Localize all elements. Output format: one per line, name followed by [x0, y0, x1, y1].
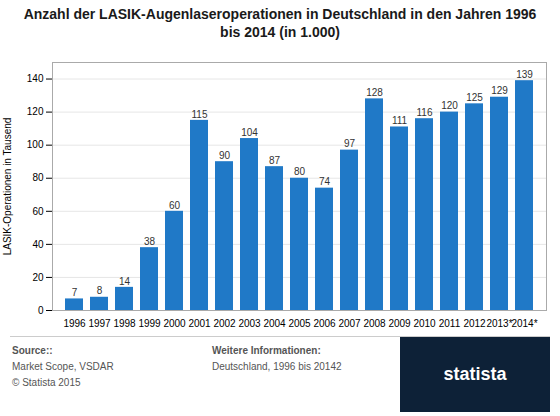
- svg-text:1996: 1996: [63, 318, 86, 329]
- svg-text:2006: 2006: [313, 318, 336, 329]
- svg-text:2008: 2008: [363, 318, 386, 329]
- svg-text:125: 125: [466, 92, 483, 103]
- html-text:Market Scope, VSDAR: Market Scope, VSDAR: [12, 361, 114, 372]
- svg-text:2004: 2004: [263, 318, 286, 329]
- svg-text:2007: 2007: [338, 318, 361, 329]
- svg-text:2012: 2012: [463, 318, 486, 329]
- svg-text:120: 120: [27, 106, 44, 117]
- svg-text:97: 97: [344, 138, 356, 149]
- svg-text:2003: 2003: [238, 318, 261, 329]
- svg-text:2005: 2005: [288, 318, 311, 329]
- svg-text:80: 80: [294, 166, 306, 177]
- svg-text:80: 80: [32, 172, 44, 183]
- svg-text:111: 111: [392, 115, 408, 126]
- svg-text:139: 139: [516, 69, 533, 80]
- svg-text:7: 7: [72, 287, 78, 298]
- svg-text:120: 120: [441, 100, 458, 111]
- html-text:statista: statista: [443, 364, 507, 384]
- svg-text:1997: 1997: [88, 318, 111, 329]
- svg-text:60: 60: [32, 206, 44, 217]
- svg-text:38: 38: [144, 236, 156, 247]
- svg-text:8: 8: [97, 285, 103, 296]
- svg-text:2001: 2001: [188, 318, 211, 329]
- svg-text:2011: 2011: [439, 318, 461, 329]
- svg-text:129: 129: [491, 85, 508, 96]
- svg-text:14: 14: [119, 276, 131, 287]
- svg-text:2002: 2002: [213, 318, 236, 329]
- svg-text:74: 74: [319, 176, 331, 187]
- svg-text:0: 0: [38, 305, 44, 316]
- svg-text:1998: 1998: [113, 318, 136, 329]
- svg-text:2000: 2000: [163, 318, 186, 329]
- svg-text:2014*: 2014*: [511, 318, 537, 329]
- svg-text:116: 116: [417, 107, 433, 118]
- svg-text:140: 140: [27, 73, 44, 84]
- svg-text:87: 87: [269, 155, 281, 166]
- svg-text:115: 115: [192, 109, 208, 120]
- html-text:Anzahl der LASIK-Augenlaserope: Anzahl der LASIK-Augenlaseroperationen i…: [23, 6, 537, 41]
- html-text:© Statista 2015: © Statista 2015: [12, 377, 81, 388]
- svg-text:20: 20: [32, 272, 44, 283]
- html-text:Source::: Source::: [12, 345, 53, 356]
- svg-text:1999: 1999: [138, 318, 161, 329]
- svg-text:90: 90: [219, 150, 231, 161]
- svg-text:2010: 2010: [413, 318, 436, 329]
- svg-text:LASIK-Operationen in Tausend: LASIK-Operationen in Tausend: [2, 118, 13, 256]
- svg-text:104: 104: [241, 127, 258, 138]
- html-text:Weitere Informationen:: Weitere Informationen:: [212, 345, 321, 356]
- svg-text:2009: 2009: [388, 318, 411, 329]
- svg-text:2013*: 2013*: [486, 318, 512, 329]
- svg-text:40: 40: [32, 239, 44, 250]
- svg-text:128: 128: [366, 87, 383, 98]
- html-text:Deutschland, 1996 bis 20142: Deutschland, 1996 bis 20142: [212, 361, 342, 372]
- svg-text:100: 100: [27, 139, 44, 150]
- svg-text:60: 60: [169, 200, 181, 211]
